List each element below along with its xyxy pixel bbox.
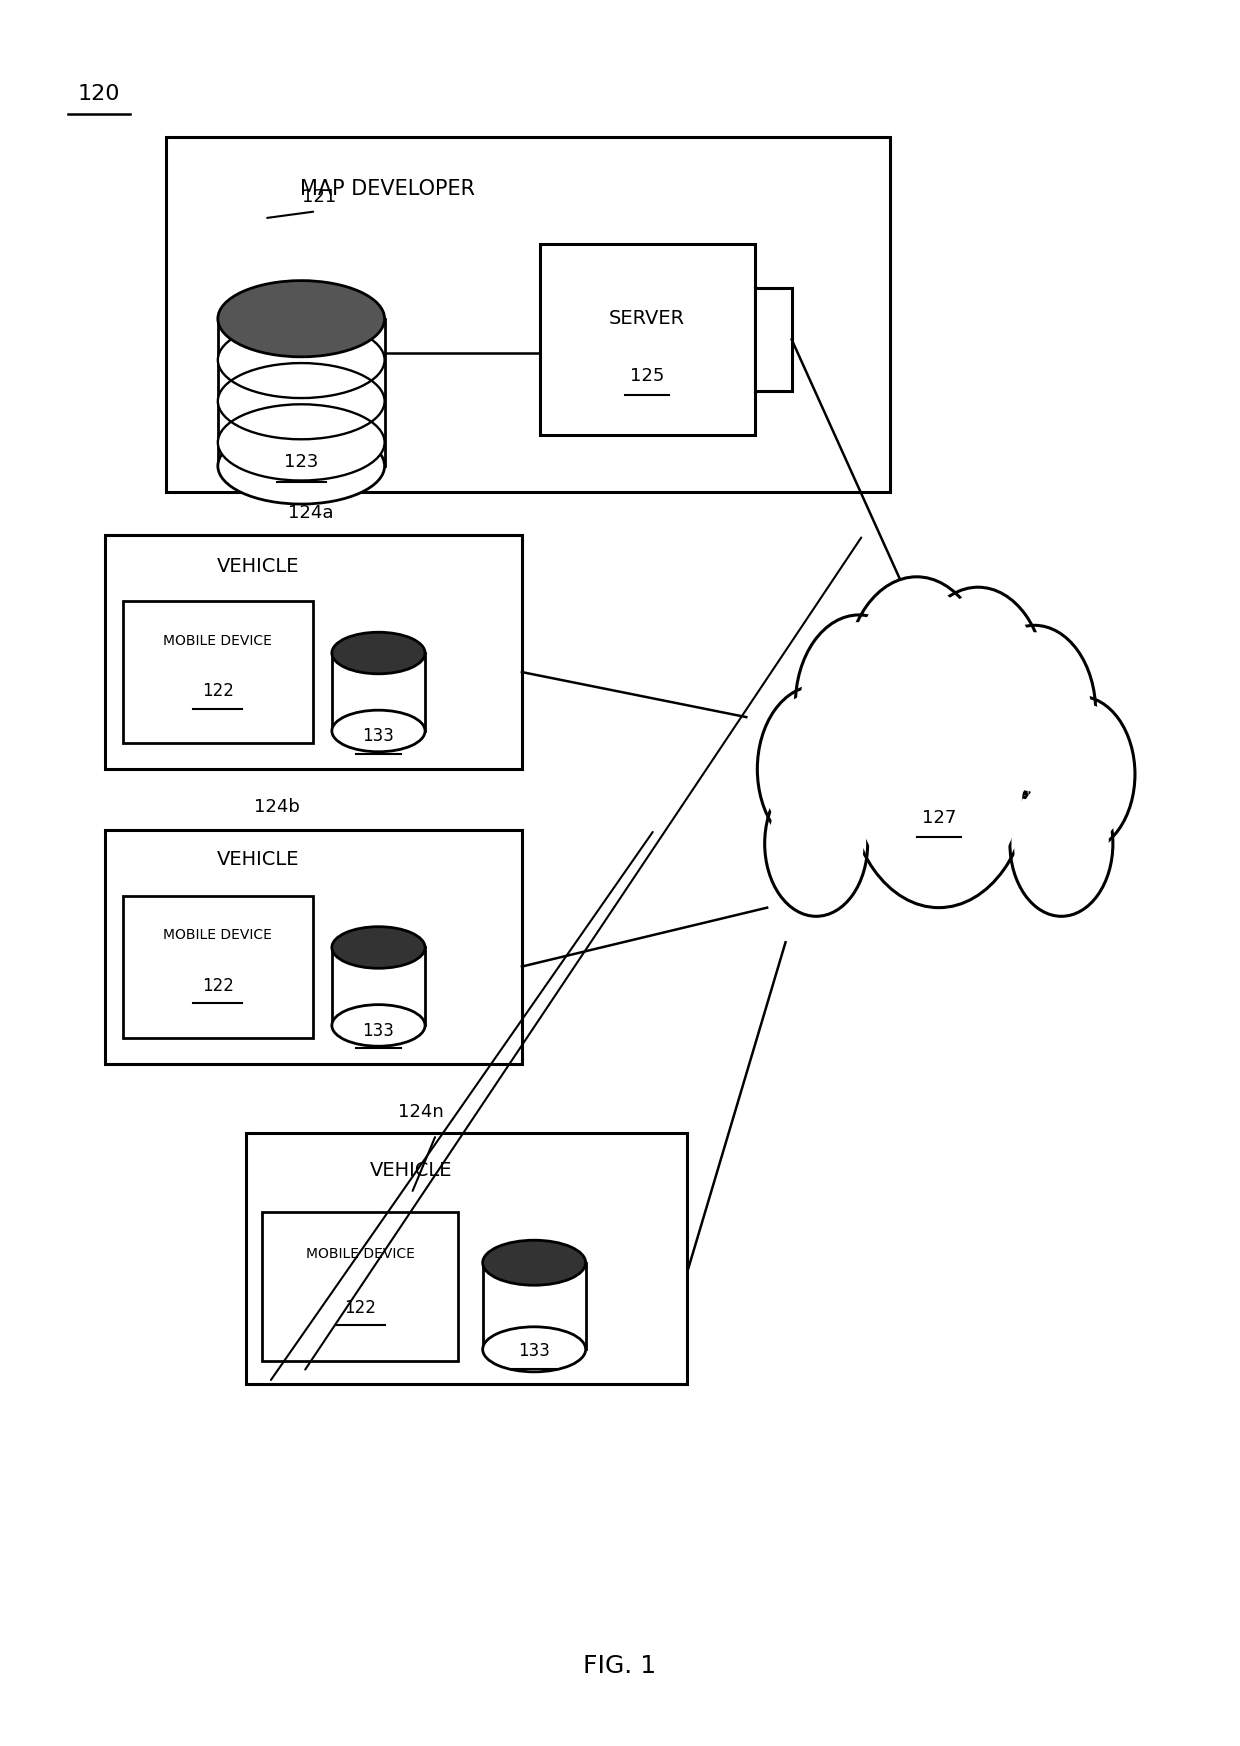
- Text: 120: 120: [78, 84, 120, 103]
- FancyBboxPatch shape: [166, 136, 890, 492]
- Ellipse shape: [218, 321, 384, 398]
- Ellipse shape: [332, 927, 425, 969]
- Circle shape: [758, 686, 875, 852]
- Text: 122: 122: [345, 1299, 376, 1316]
- Text: 133: 133: [518, 1343, 551, 1360]
- Circle shape: [1024, 697, 1135, 852]
- Polygon shape: [218, 320, 384, 466]
- Text: 123: 123: [284, 454, 319, 471]
- Polygon shape: [332, 653, 425, 732]
- Circle shape: [795, 615, 923, 794]
- FancyBboxPatch shape: [541, 244, 755, 435]
- FancyBboxPatch shape: [105, 829, 522, 1063]
- Text: FIG. 1: FIG. 1: [584, 1653, 656, 1678]
- Circle shape: [973, 625, 1096, 798]
- Circle shape: [1009, 770, 1112, 917]
- Text: 125: 125: [630, 367, 665, 384]
- Circle shape: [910, 587, 1045, 777]
- Ellipse shape: [332, 1004, 425, 1046]
- Text: VEHICLE: VEHICLE: [371, 1161, 453, 1180]
- Circle shape: [854, 658, 1023, 897]
- Ellipse shape: [482, 1327, 585, 1372]
- Polygon shape: [482, 1262, 585, 1350]
- Ellipse shape: [218, 428, 384, 505]
- Circle shape: [769, 777, 863, 910]
- Text: 122: 122: [202, 976, 234, 995]
- Text: MOBILE DEVICE: MOBILE DEVICE: [164, 929, 273, 943]
- Text: MOBILE DEVICE: MOBILE DEVICE: [305, 1247, 414, 1261]
- Text: 124n: 124n: [398, 1103, 444, 1121]
- Ellipse shape: [218, 405, 384, 480]
- FancyBboxPatch shape: [124, 896, 314, 1037]
- Circle shape: [978, 632, 1091, 791]
- Circle shape: [847, 648, 1030, 908]
- Circle shape: [916, 595, 1040, 770]
- Text: NETWORK: NETWORK: [885, 751, 992, 770]
- Circle shape: [1029, 702, 1131, 847]
- FancyBboxPatch shape: [262, 1212, 458, 1362]
- Ellipse shape: [482, 1240, 585, 1285]
- Ellipse shape: [332, 711, 425, 753]
- Text: 121: 121: [303, 189, 337, 206]
- Text: SERVER: SERVER: [609, 309, 684, 328]
- Ellipse shape: [218, 363, 384, 440]
- FancyBboxPatch shape: [755, 288, 791, 391]
- Text: 124b: 124b: [254, 798, 300, 815]
- FancyBboxPatch shape: [124, 601, 314, 744]
- Ellipse shape: [218, 281, 384, 356]
- Circle shape: [765, 770, 868, 917]
- Circle shape: [1014, 777, 1109, 910]
- Text: 124a: 124a: [288, 503, 334, 522]
- Text: MOBILE DEVICE: MOBILE DEVICE: [164, 634, 273, 648]
- Text: 133: 133: [362, 726, 394, 746]
- Text: VEHICLE: VEHICLE: [217, 850, 300, 870]
- Circle shape: [852, 585, 982, 770]
- FancyBboxPatch shape: [246, 1133, 687, 1385]
- Text: 122: 122: [202, 683, 234, 700]
- FancyBboxPatch shape: [105, 536, 522, 768]
- Text: VEHICLE: VEHICLE: [217, 557, 300, 576]
- Text: MAP DEVELOPER: MAP DEVELOPER: [300, 178, 475, 199]
- Circle shape: [846, 576, 988, 777]
- Polygon shape: [332, 948, 425, 1025]
- Text: 133: 133: [362, 1021, 394, 1039]
- Circle shape: [763, 693, 870, 845]
- Circle shape: [801, 622, 918, 787]
- Ellipse shape: [332, 632, 425, 674]
- Text: 127: 127: [921, 808, 956, 826]
